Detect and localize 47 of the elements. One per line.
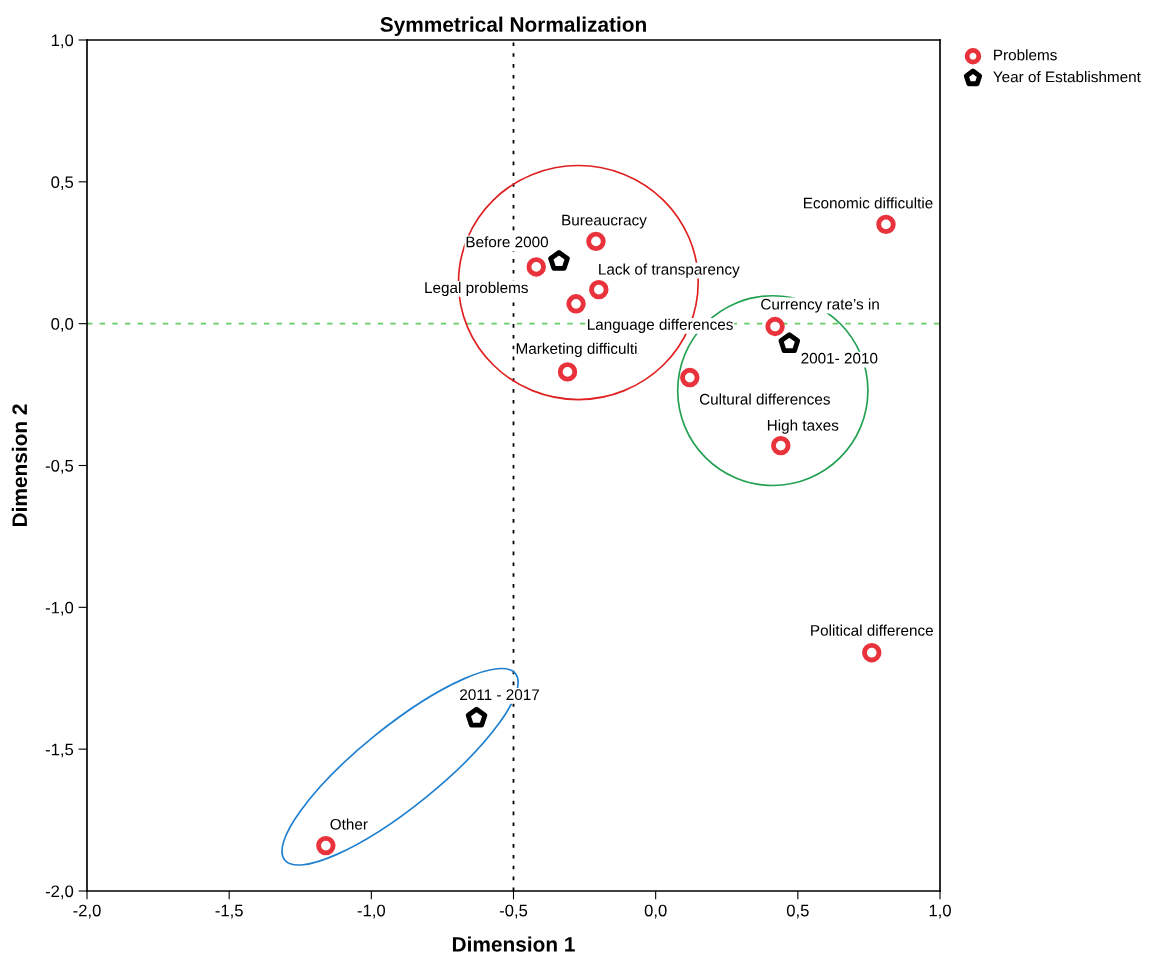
x-tick-label: 0,5	[786, 904, 809, 919]
annotation: Before 2000	[466, 236, 549, 248]
point	[680, 367, 700, 388]
point	[548, 250, 570, 271]
point	[465, 706, 488, 728]
annotation: Language differences	[587, 318, 733, 333]
point	[589, 279, 609, 300]
y-tick-label: -2,0	[45, 885, 74, 900]
annotation: Legal problems	[425, 281, 528, 297]
annotation: Other	[330, 818, 368, 830]
annotation: Marketing difficulti	[516, 342, 637, 358]
point	[526, 257, 546, 277]
y-axis-title: Dimension 2	[11, 404, 28, 527]
x-tick-label: -1,0	[357, 904, 386, 919]
annotation: Currency rate’s in	[761, 298, 879, 313]
point	[771, 435, 791, 456]
y-tick-label: -1,0	[45, 601, 74, 616]
annotation: 2011 - 2017	[460, 689, 539, 701]
y-tick-label: -0,5	[45, 459, 74, 474]
annotation: Lack of transparency	[599, 263, 740, 278]
legend-label: Problems	[994, 49, 1057, 61]
y-tick-label: -1,5	[45, 743, 74, 758]
x-axis-title: Dimension 1	[452, 936, 575, 952]
annotation: Political difference	[811, 624, 933, 636]
point	[876, 214, 896, 235]
chart-title: Symmetrical Normalization	[380, 16, 646, 36]
point	[765, 316, 785, 337]
x-tick-label: 0,0	[644, 904, 667, 919]
x-tick-label: -1,5	[215, 904, 243, 919]
point	[586, 231, 606, 252]
point	[316, 835, 336, 856]
annotation: Bureaucracy	[562, 214, 647, 229]
y-tick-label: 1,0	[51, 34, 74, 49]
annotation: 2001- 2010	[801, 352, 878, 364]
point	[778, 332, 801, 354]
x-tick-label: -0,5	[499, 904, 528, 919]
annotation: Economic difficultie	[803, 197, 933, 209]
legend-label: Year of Establishment	[993, 71, 1141, 83]
point	[862, 643, 882, 663]
y-tick-label: 0,5	[51, 176, 74, 191]
point	[566, 294, 586, 314]
annotation: Cultural differences	[699, 393, 830, 405]
y-tick-label: 0,0	[51, 318, 74, 332]
annotation: High taxes	[767, 419, 839, 434]
x-tick-label: -2,0	[73, 904, 101, 919]
x-tick-label: 1,0	[929, 904, 951, 919]
point	[557, 362, 578, 382]
